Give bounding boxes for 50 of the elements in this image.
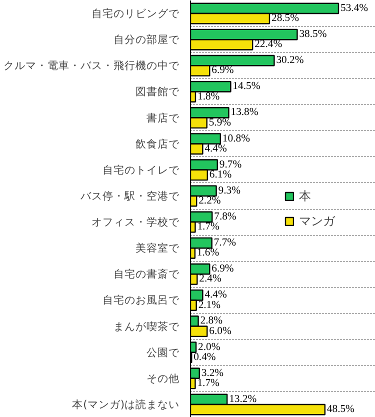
data-label: 48.5% (326, 404, 355, 416)
y-tick-label: 図書館で (136, 85, 180, 98)
data-label: 13.8% (230, 107, 258, 118)
y-tick-label: オフィス・学校で (92, 216, 180, 229)
data-label: 1.6% (196, 248, 220, 259)
data-label: 38.5% (299, 29, 327, 40)
y-tick-label: 自宅のリビングで (92, 7, 180, 20)
data-label: 2.8% (200, 316, 223, 327)
data-label: 53.4% (340, 2, 368, 14)
y-tick-label: クルマ・電車・バス・飛行機の中で (4, 59, 180, 72)
data-label: 2.0% (198, 342, 220, 353)
y-tick-label: 美容室で (136, 242, 180, 255)
data-label: 6.9% (212, 65, 234, 76)
data-label: 2.1% (198, 300, 221, 311)
y-tick-label: 書店で (146, 111, 180, 124)
data-label: 1.8% (197, 91, 220, 102)
data-label: 14.5% (232, 81, 260, 92)
y-tick-label: まんが喫茶で (114, 320, 180, 333)
data-label: 5.9% (208, 117, 232, 128)
data-label: 30.2% (276, 55, 304, 66)
data-label: 28.5% (271, 13, 300, 24)
data-label: 2.4% (199, 274, 222, 285)
data-label: 22.4% (254, 39, 282, 50)
y-tick-label: 自宅のお風呂で (102, 294, 180, 307)
y-tick-label: 自宅のトイレで (102, 163, 180, 176)
data-label: 3.2% (201, 368, 224, 379)
data-label: 6.1% (209, 169, 232, 180)
data-label: 9.7% (219, 159, 242, 170)
legend-label: マンガ (299, 212, 335, 230)
data-label: 4.4% (204, 290, 228, 301)
data-label: 6.9% (212, 264, 234, 275)
y-tick-label: 公園で (146, 346, 180, 359)
legend-label: 本 (299, 188, 312, 204)
data-label: 7.8% (214, 211, 236, 222)
data-label: 1.7% (197, 378, 220, 389)
y-tick-label: 飲食店で (136, 137, 180, 150)
data-label: 10.8% (222, 133, 250, 144)
data-label: 7.7% (214, 238, 236, 249)
data-label: 1.7% (197, 222, 220, 233)
data-label: 4.4% (204, 143, 228, 154)
y-tick-label: 本(マンガ)は読まない (72, 398, 180, 411)
y-tick-label: 自宅の書斎で (114, 268, 180, 281)
y-tick-label: バス停・駅・空港で (80, 189, 180, 202)
data-label: 2.2% (198, 196, 221, 207)
data-label: 6.0% (209, 326, 232, 337)
data-label: 0.4% (194, 352, 216, 363)
y-tick-label: その他 (146, 372, 180, 385)
y-tick-label: 自分の部屋で (114, 33, 180, 46)
data-label: 13.2% (229, 394, 257, 405)
data-label: 9.3% (218, 185, 241, 196)
